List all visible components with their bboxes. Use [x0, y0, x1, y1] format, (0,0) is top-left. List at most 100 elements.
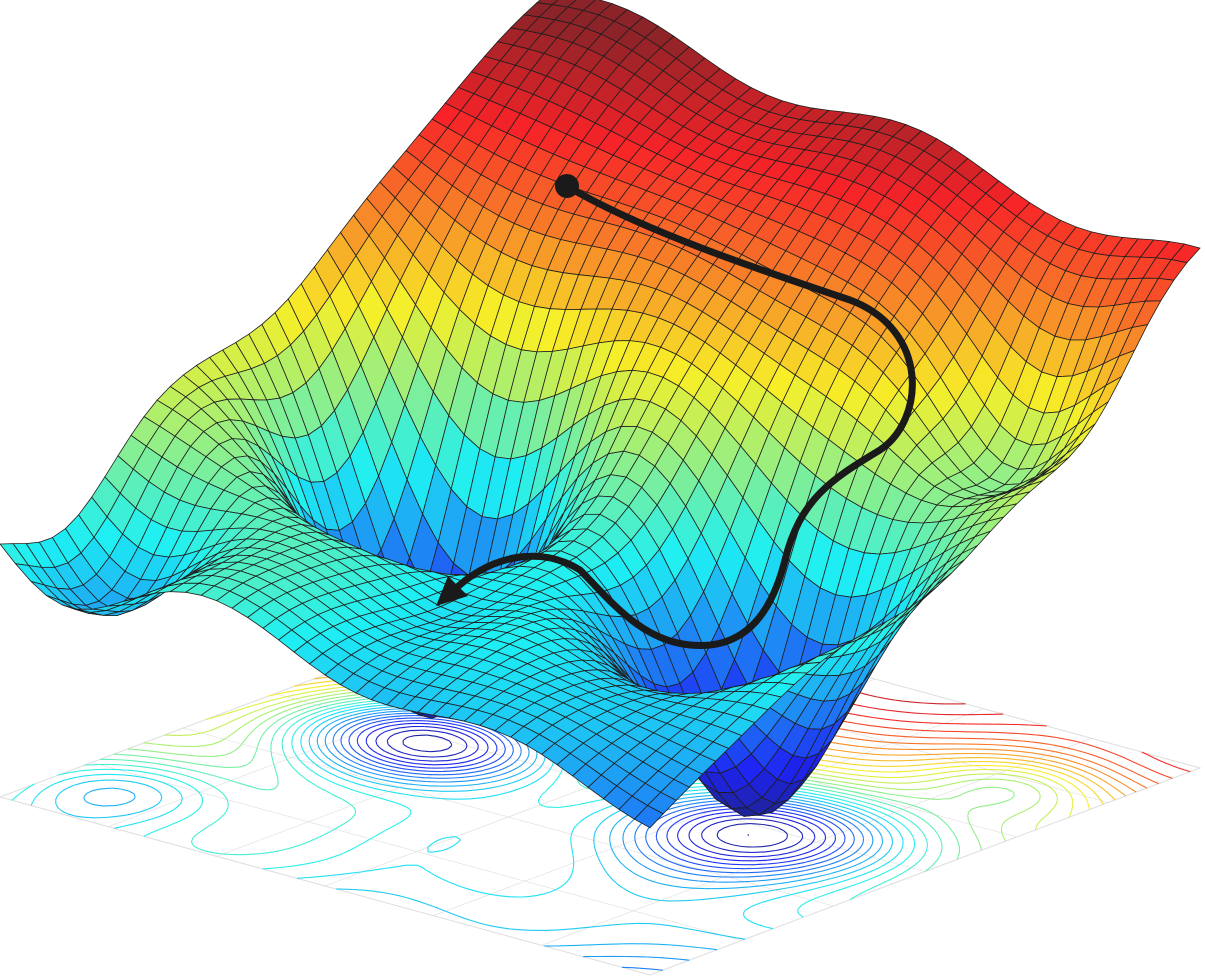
contour-segment [871, 759, 883, 762]
contour-segment [1022, 740, 1033, 743]
contour-segment [776, 895, 784, 899]
contour-segment [358, 783, 366, 787]
contour-segment [37, 791, 42, 796]
contour-segment [580, 784, 587, 789]
contour-segment [360, 870, 364, 873]
contour-segment [309, 704, 318, 708]
contour-segment [137, 820, 146, 824]
contour-segment [844, 866, 852, 870]
contour-segment [683, 853, 691, 858]
contour-segment [479, 754, 485, 758]
contour-segment [598, 824, 600, 827]
contour-segment [839, 780, 848, 784]
contour-segment [817, 826, 823, 831]
contour-segment [822, 848, 829, 852]
contour-segment [340, 695, 344, 698]
contour-segment [343, 747, 347, 752]
contour-segment [357, 763, 361, 766]
contour-segment [706, 797, 716, 800]
contour-segment [697, 792, 710, 794]
contour-segment [920, 712, 931, 715]
contour-segment [784, 886, 793, 890]
contour-segment [462, 739, 466, 743]
contour-segment [849, 786, 859, 790]
contour-segment [891, 842, 894, 847]
contour-segment [771, 842, 779, 846]
contour-segment [899, 814, 906, 819]
contour-segment [339, 701, 349, 704]
contour-segment [326, 770, 329, 773]
contour-segment [862, 879, 869, 883]
floor-grid-line [91, 762, 742, 941]
contour-segment [599, 822, 602, 826]
contour-segment [285, 713, 292, 717]
contour-segment [276, 719, 279, 723]
contour-segment [789, 809, 799, 812]
contour-segment [347, 710, 356, 714]
contour-segment [465, 745, 468, 749]
contour-segment [347, 787, 355, 792]
contour-segment [321, 680, 332, 683]
contour-segment [340, 735, 343, 740]
contour-segment [875, 795, 884, 799]
contour-segment [362, 749, 367, 754]
contour-segment [249, 703, 258, 708]
contour-segment [544, 771, 549, 776]
contour-segment [937, 777, 947, 780]
contour-segment [91, 779, 100, 782]
contour-segment [838, 776, 846, 779]
contour-segment [1079, 790, 1083, 794]
contour-segment [354, 750, 357, 753]
contour-segment [834, 766, 839, 769]
contour-segment [191, 837, 194, 842]
contour-segment [1063, 753, 1072, 756]
contour-segment [529, 763, 534, 767]
contour-segment [128, 790, 135, 795]
contour-segment [784, 811, 793, 814]
contour-segment [83, 798, 86, 801]
contour-segment [451, 720, 460, 724]
contour-segment [800, 846, 807, 850]
contour-segment [971, 828, 974, 831]
contour-segment [1032, 778, 1040, 783]
contour-segment [287, 698, 296, 702]
contour-segment [717, 836, 720, 840]
contour-segment [325, 778, 330, 782]
contour-segment [288, 725, 292, 730]
contour-segment [324, 762, 327, 765]
contour-segment [1135, 772, 1142, 777]
contour-segment [899, 832, 901, 835]
contour-segment [322, 768, 327, 772]
contour-segment [497, 758, 500, 761]
contour-segment [273, 702, 281, 706]
contour-segment [577, 820, 582, 824]
contour-segment [156, 789, 161, 794]
contour-segment [476, 782, 487, 786]
contour-segment [1012, 813, 1019, 817]
contour-segment [775, 809, 785, 813]
contour-segment [120, 788, 129, 792]
contour-segment [368, 712, 377, 716]
contour-segment [809, 848, 816, 853]
contour-segment [730, 850, 736, 852]
contour-segment [329, 721, 335, 725]
contour-segment [92, 803, 102, 807]
contour-segment [212, 741, 220, 745]
contour-segment [893, 826, 896, 828]
contour-segment [228, 733, 233, 737]
contour-segment [737, 893, 747, 897]
contour-segment [798, 829, 803, 834]
contour-segment [302, 683, 312, 686]
contour-segment [866, 789, 876, 793]
contour-segment [447, 758, 458, 762]
contour-segment [595, 825, 600, 830]
contour-segment [154, 757, 164, 760]
contour-segment [636, 824, 641, 829]
contour-segment [267, 716, 273, 720]
contour-segment [681, 797, 686, 800]
contour-segment [694, 868, 703, 871]
contour-segment [414, 776, 423, 779]
contour-segment [947, 825, 949, 827]
contour-segment [379, 716, 387, 719]
contour-segment [933, 813, 937, 817]
